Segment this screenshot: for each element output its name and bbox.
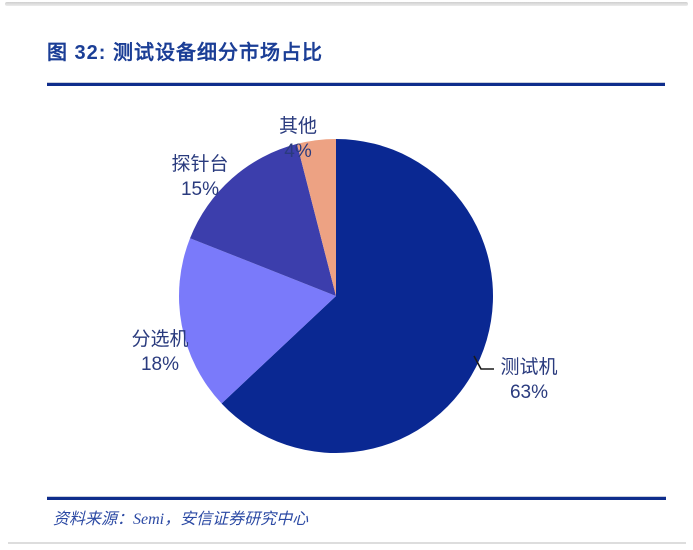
pie-label-probe-station-pct: 15% bbox=[180, 179, 220, 200]
leader-line bbox=[473, 355, 494, 370]
footer-rule bbox=[47, 496, 666, 500]
pie-label-other: 其他 4% bbox=[256, 114, 340, 164]
card-top-edge bbox=[5, 2, 688, 6]
header-rule bbox=[47, 82, 665, 86]
pie-label-probe-station: 探针台 15% bbox=[152, 152, 248, 202]
pie-label-handler: 分选机 18% bbox=[112, 327, 208, 377]
figure-title: 图 32: 测试设备细分市场占比 bbox=[47, 42, 324, 64]
pie-label-other-pct: 4% bbox=[284, 141, 312, 162]
pie-label-tester-pct: 63% bbox=[509, 382, 549, 403]
pie-slice-1 bbox=[179, 238, 336, 404]
card-bottom-edge bbox=[8, 542, 686, 544]
pie-label-probe-station-name: 探针台 bbox=[171, 154, 229, 175]
source-attribution: 资料来源：Semi，安信证券研究中心 bbox=[53, 511, 309, 528]
pie-slices-group bbox=[179, 139, 494, 454]
pie-slice-2 bbox=[190, 143, 336, 296]
pie-slice-3 bbox=[296, 139, 336, 296]
pie-slice-0 bbox=[221, 139, 494, 454]
pie-label-other-name: 其他 bbox=[278, 116, 317, 137]
pie-label-handler-name: 分选机 bbox=[131, 329, 189, 350]
pie-label-tester-name: 测试机 bbox=[500, 357, 558, 378]
pie-label-tester: 测试机 63% bbox=[484, 355, 574, 405]
pie-label-handler-pct: 18% bbox=[140, 354, 180, 375]
